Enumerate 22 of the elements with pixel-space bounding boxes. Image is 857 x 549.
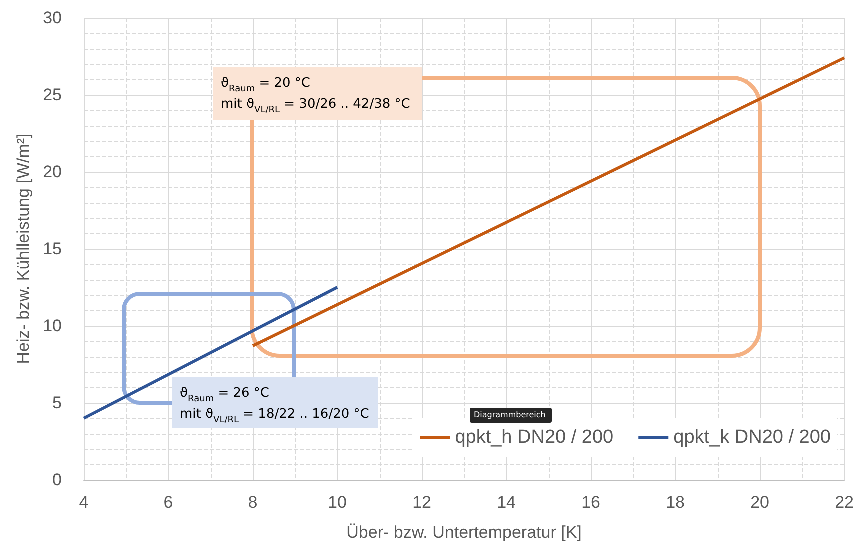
y-tick-label: 10 (43, 316, 62, 336)
y-tick-label: 15 (43, 240, 62, 258)
legend-label: qpkt_k DN20 / 200 (674, 427, 832, 448)
x-tick-label: 18 (666, 493, 685, 512)
y-tick-label: 25 (43, 86, 62, 104)
x-tick-label: 22 (835, 493, 854, 512)
x-tick-label: 6 (164, 493, 174, 512)
y-tick-label: 20 (43, 162, 62, 182)
y-tick-label: 30 (43, 8, 62, 28)
x-tick-label: 12 (412, 493, 432, 512)
y-tick-label: 5 (52, 394, 62, 412)
annotation: Diagrammbereich (474, 410, 546, 420)
x-tick-label: 4 (79, 493, 89, 512)
x-tick-label: 14 (497, 493, 516, 512)
y-axis-title: Heiz- bzw. Kühlleistung [W/m²] (14, 134, 34, 364)
x-tick-label: 10 (328, 493, 347, 512)
x-tick-label: 16 (582, 493, 600, 512)
x-tick-label: 8 (248, 493, 258, 512)
x-axis-title: Über- bzw. Untertemperatur [K] (346, 523, 582, 542)
y-tick-label: 0 (52, 470, 62, 490)
legend-label: qpkt_h DN20 / 200 (455, 427, 614, 448)
x-tick-label: 20 (750, 493, 770, 512)
